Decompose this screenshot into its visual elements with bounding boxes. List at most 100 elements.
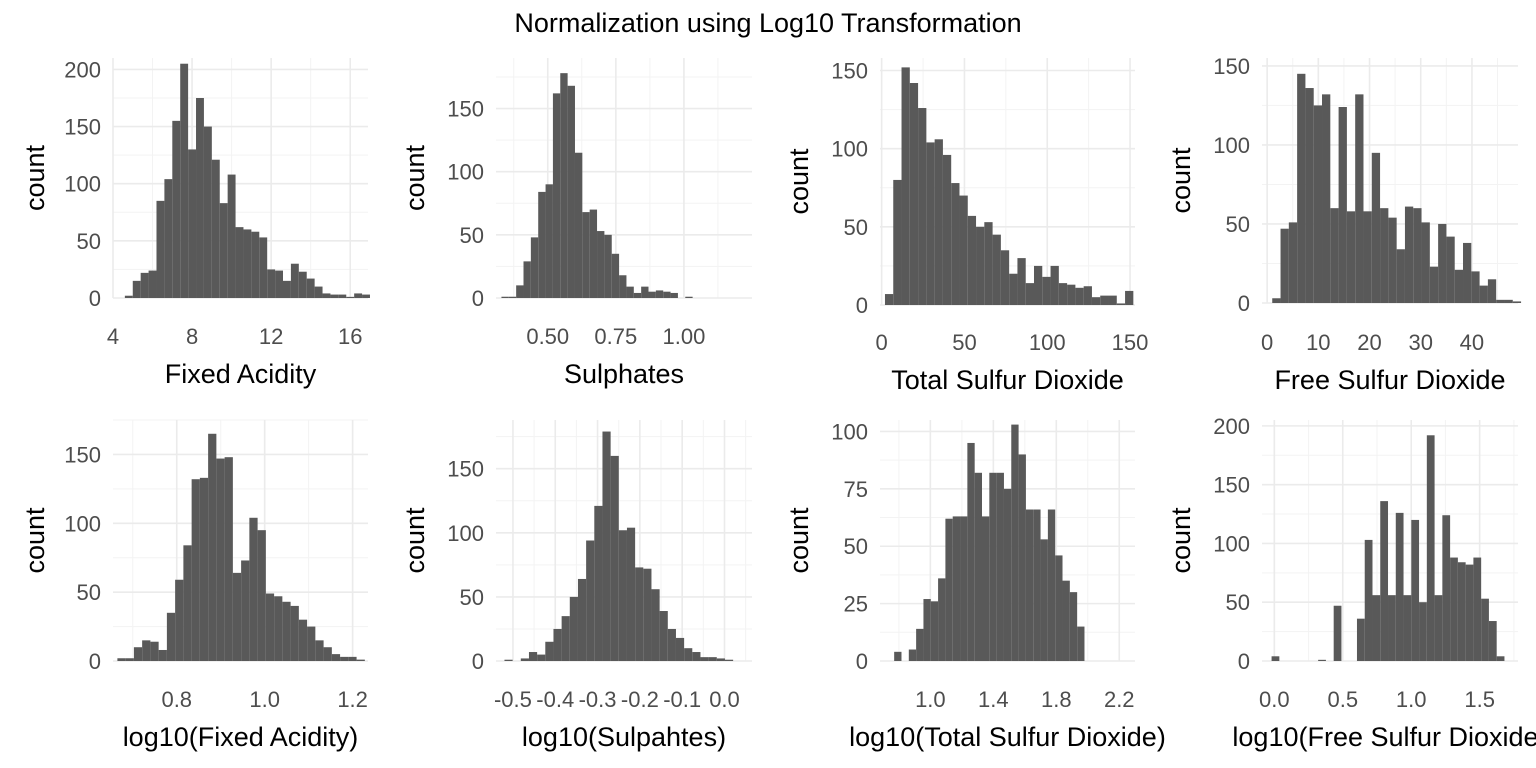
histogram-bar xyxy=(1473,557,1482,661)
histogram-bar xyxy=(528,652,538,661)
histogram-bar xyxy=(651,589,660,661)
histogram-bar xyxy=(1388,217,1397,303)
y-tick-label: 0 xyxy=(472,286,484,311)
histogram-bar xyxy=(1033,509,1041,661)
histogram-panel-3: 0 50 100 150 0 50 100 150 Total Sulfur Dioxide co… xyxy=(784,58,1148,395)
histogram-bar xyxy=(716,658,725,661)
histogram-bar xyxy=(257,530,266,661)
histogram-bar xyxy=(346,296,355,298)
y-tick-label: 0 xyxy=(1238,649,1250,674)
x-axis-title: log10(Fixed Acidity) xyxy=(123,722,359,752)
histogram-bar xyxy=(132,280,141,298)
x-tick-label: 10 xyxy=(1306,330,1330,355)
histogram-panel-5: 0.8 1.0 1.2 0 50 100 150 log10(Fixed Acidity) co… xyxy=(20,419,368,752)
histogram-bar xyxy=(945,518,953,661)
x-tick-label: -0.2 xyxy=(621,687,659,712)
y-tick-label: 100 xyxy=(1213,133,1250,158)
x-tick-label: -0.1 xyxy=(663,687,701,712)
histogram-bar xyxy=(942,154,952,305)
histogram-bar xyxy=(523,261,531,298)
y-tick-label: 150 xyxy=(447,457,484,482)
histogram-bar xyxy=(989,472,997,661)
x-tick-label: 16 xyxy=(338,324,362,349)
histogram-bar xyxy=(1395,512,1404,661)
histogram-bar xyxy=(1454,269,1464,303)
histogram-bar xyxy=(1388,595,1396,661)
histogram-bar xyxy=(1372,595,1381,661)
y-axis-title: count xyxy=(400,144,430,211)
histogram-bar xyxy=(125,658,134,661)
histogram-bar xyxy=(1429,266,1439,303)
histogram-bar xyxy=(553,628,562,661)
histogram-bar xyxy=(618,530,627,661)
histogram-bar xyxy=(1471,271,1480,303)
histogram-bar xyxy=(1322,94,1331,304)
histogram-bar xyxy=(1380,501,1389,661)
histogram-bar xyxy=(117,658,126,661)
histogram-bar xyxy=(1025,283,1034,305)
histogram-bar xyxy=(1017,258,1026,305)
y-axis-title: count xyxy=(1166,507,1196,574)
y-axis-title: count xyxy=(400,507,430,574)
x-tick-label: 20 xyxy=(1357,330,1381,355)
y-tick-label: 50 xyxy=(460,585,484,610)
x-tick-label: 50 xyxy=(952,330,976,355)
x-tick-label: 12 xyxy=(259,324,283,349)
x-tick-label: 1.4 xyxy=(978,687,1009,712)
histogram-bar xyxy=(156,200,165,298)
y-tick-label: 100 xyxy=(64,511,101,536)
histogram-bar xyxy=(1338,107,1347,303)
x-axis-title: Sulphates xyxy=(564,359,684,389)
y-tick-label: 0 xyxy=(472,649,484,674)
histogram-bar xyxy=(930,601,939,661)
histogram-bar xyxy=(251,231,260,298)
histogram-bar xyxy=(1442,515,1451,661)
x-tick-label: 1.8 xyxy=(1041,687,1072,712)
y-axis-title: count xyxy=(784,148,814,215)
histogram-bar xyxy=(992,234,1001,305)
histogram-bar xyxy=(893,179,902,305)
histogram-bar xyxy=(172,120,181,298)
histogram-panel-2: 0.50 0.75 1.00 0 50 100 150 Sulphates count xyxy=(400,58,752,389)
histogram-bar xyxy=(1125,290,1134,305)
histogram-bar xyxy=(183,545,192,661)
histogram-bar xyxy=(282,601,291,661)
histogram-bar xyxy=(133,647,143,661)
histogram-bar xyxy=(142,640,151,661)
histogram-bar xyxy=(984,222,993,305)
x-tick-label: 1.2 xyxy=(337,687,368,712)
histogram-bar xyxy=(1318,659,1326,661)
y-tick-label: 100 xyxy=(447,521,484,546)
y-tick-label: 50 xyxy=(460,223,484,248)
histogram-bar xyxy=(1446,236,1455,303)
histogram-bar xyxy=(1380,208,1389,303)
histogram-bar xyxy=(265,593,275,661)
histogram-bar xyxy=(1000,250,1010,305)
histogram-bar xyxy=(306,278,315,298)
histogram-bar xyxy=(1487,279,1497,303)
histogram-bar xyxy=(1496,656,1505,661)
histogram-bar xyxy=(1100,295,1109,305)
x-tick-label: 1.00 xyxy=(663,324,706,349)
histogram-bar xyxy=(340,656,349,661)
y-tick-label: 50 xyxy=(844,215,868,240)
histogram-bar xyxy=(283,280,291,298)
histogram-bar xyxy=(315,640,324,661)
histogram-bar xyxy=(232,572,242,661)
histogram-bar xyxy=(1403,595,1412,661)
histogram-bar xyxy=(996,472,1004,661)
histogram-bar xyxy=(191,479,200,661)
histogram-bar xyxy=(708,657,717,661)
histogram-bar xyxy=(648,291,656,298)
y-tick-label: 50 xyxy=(77,229,101,254)
histogram-bar xyxy=(227,174,236,298)
histogram-bar xyxy=(561,616,570,661)
x-axis-title: Fixed Acidity xyxy=(165,359,317,389)
histogram-bar xyxy=(1025,509,1034,661)
histogram-bar xyxy=(938,578,946,661)
histogram-bar xyxy=(1426,435,1435,661)
histogram-bar xyxy=(348,656,357,661)
histogram-bar xyxy=(1421,222,1430,303)
histogram-bar xyxy=(1512,301,1522,303)
histogram-bar xyxy=(1091,297,1101,305)
